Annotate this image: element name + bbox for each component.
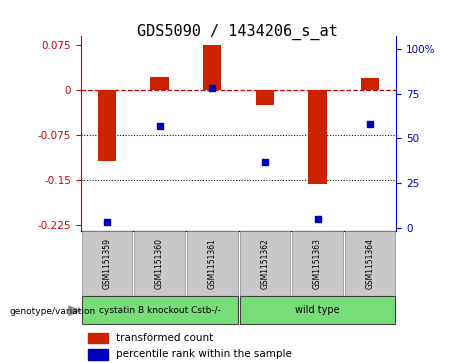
Point bbox=[208, 85, 216, 91]
Bar bbox=[203, 45, 221, 90]
Text: GSM1151359: GSM1151359 bbox=[102, 238, 112, 289]
Text: GSM1151360: GSM1151360 bbox=[155, 238, 164, 289]
Text: cystatin B knockout Cstb-/-: cystatin B knockout Cstb-/- bbox=[99, 306, 220, 315]
Text: percentile rank within the sample: percentile rank within the sample bbox=[116, 349, 292, 359]
Bar bbox=[240, 231, 290, 296]
Text: GSM1151364: GSM1151364 bbox=[366, 238, 375, 289]
Bar bbox=[292, 231, 343, 296]
Bar bbox=[187, 231, 237, 296]
Bar bbox=[308, 90, 327, 184]
Bar bbox=[98, 90, 116, 161]
Text: GSM1151361: GSM1151361 bbox=[208, 238, 217, 289]
Bar bbox=[256, 90, 274, 105]
Bar bbox=[134, 231, 185, 296]
Bar bbox=[88, 333, 108, 343]
Point bbox=[314, 216, 321, 222]
Bar bbox=[88, 349, 108, 359]
Point bbox=[261, 159, 269, 164]
Text: wild type: wild type bbox=[295, 305, 340, 315]
Point bbox=[103, 220, 111, 225]
Bar bbox=[82, 231, 132, 296]
Text: genotype/variation: genotype/variation bbox=[9, 307, 95, 315]
Bar bbox=[150, 77, 169, 90]
Bar bbox=[345, 231, 396, 296]
Point bbox=[156, 123, 163, 129]
Text: GSM1151362: GSM1151362 bbox=[260, 238, 269, 289]
Bar bbox=[82, 296, 237, 325]
Bar bbox=[361, 78, 379, 90]
Text: GSM1151363: GSM1151363 bbox=[313, 238, 322, 289]
Text: GDS5090 / 1434206_s_at: GDS5090 / 1434206_s_at bbox=[137, 24, 338, 40]
Text: transformed count: transformed count bbox=[116, 333, 213, 343]
Polygon shape bbox=[68, 306, 81, 315]
Bar bbox=[240, 296, 396, 325]
Point bbox=[366, 121, 374, 127]
